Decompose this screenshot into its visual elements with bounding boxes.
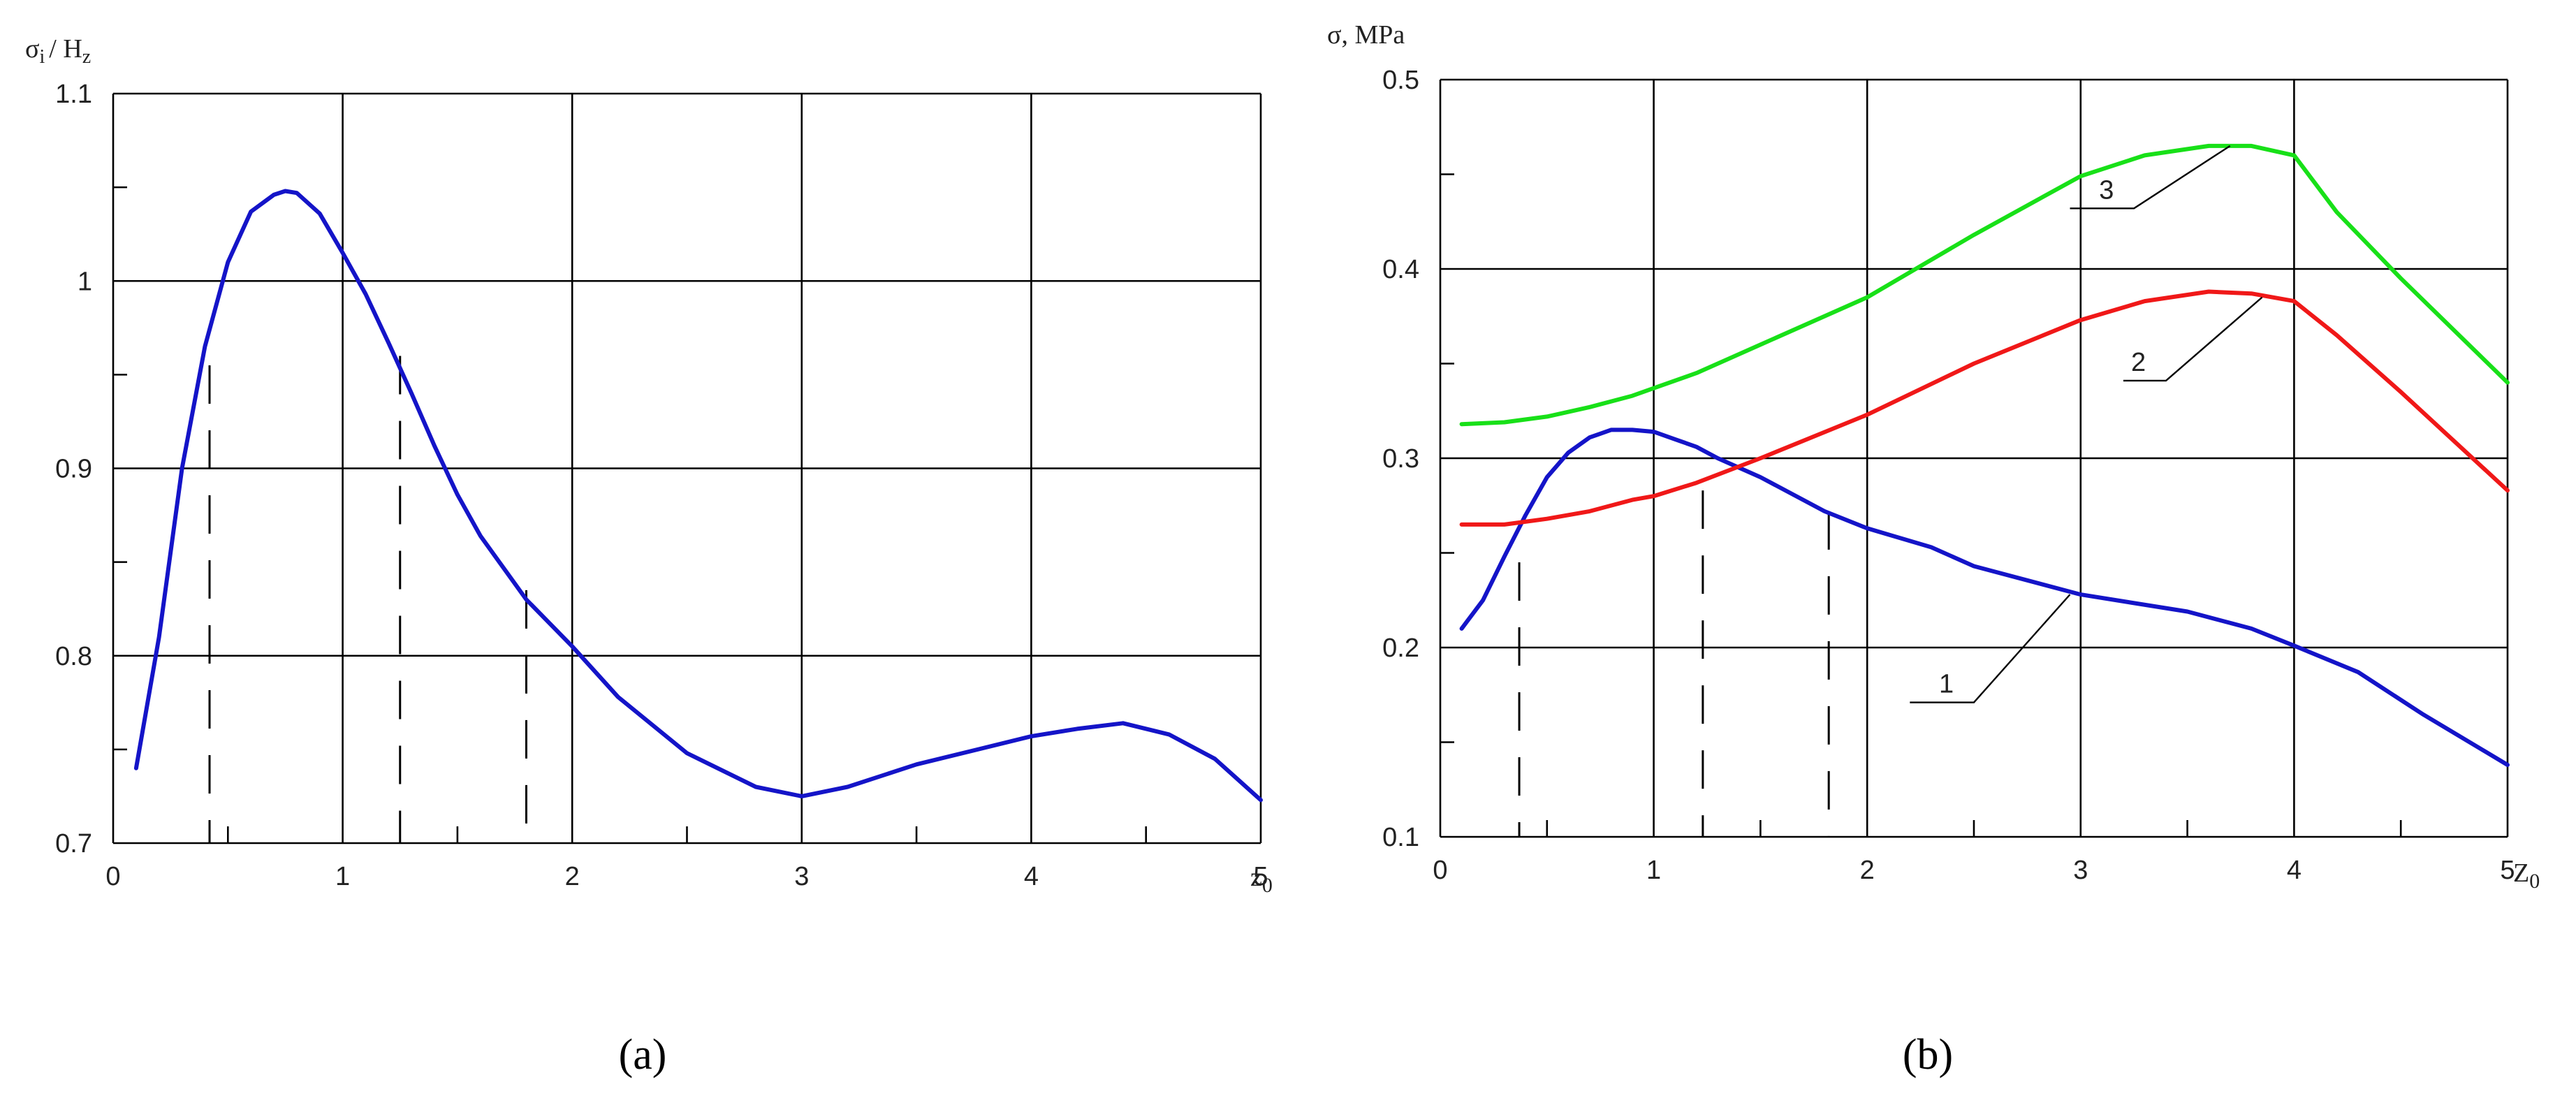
callout-leader	[1910, 594, 2071, 703]
x-tick-label: 5	[1253, 862, 1268, 891]
y-axis-title: σi / Hz	[25, 34, 91, 68]
x-axis-title: Z0	[2513, 858, 2540, 893]
callout-label: 3	[2099, 175, 2114, 205]
x-axis-title-sub: 0	[2529, 870, 2540, 893]
x-tick-label: 0	[105, 862, 120, 891]
y-tick-label: 0.9	[55, 455, 92, 484]
series-line-1	[1459, 428, 2510, 767]
x-tick-labels: 0 1 2 3 4 5	[105, 862, 1268, 891]
callouts: 3 2 1	[1910, 145, 2263, 703]
grid	[112, 92, 1262, 845]
x-tick-label: 2	[1860, 856, 1875, 885]
y-axis-title-main: σ	[25, 34, 39, 64]
y-axis-title-rest: / H	[49, 34, 82, 64]
y-axis-title-sub2: z	[82, 46, 91, 68]
x-tick-label: 4	[2287, 856, 2301, 885]
y-tick-label: 1.1	[55, 80, 92, 109]
x-tick-label: 1	[1646, 856, 1661, 885]
y-tick-label: 0.5	[1382, 66, 1419, 95]
grid	[1439, 78, 2509, 838]
callout-label: 2	[2131, 348, 2146, 377]
y-axis-title: σ, MPa	[1327, 20, 1405, 50]
y-tick-labels: 0.7 0.8 0.9 1 1.1	[55, 80, 92, 858]
x-tick-label: 3	[2073, 856, 2088, 885]
x-axis-title-main: z	[1250, 863, 1262, 892]
x-axis-title-main: Z	[2513, 858, 2529, 888]
y-tick-label: 1	[78, 267, 92, 296]
x-tick-label: 1	[335, 862, 350, 891]
callout-label: 1	[1939, 670, 1954, 699]
x-axis-title: z0	[1250, 863, 1273, 897]
x-tick-label: 2	[565, 862, 580, 891]
x-tick-label: 4	[1024, 862, 1039, 891]
y-tick-labels: 0.1 0.2 0.3 0.4 0.5	[1382, 66, 1419, 852]
callout-leader	[2123, 296, 2263, 382]
x-tick-labels: 0 1 2 3 4 5	[1433, 856, 2515, 885]
y-tick-label: 0.4	[1382, 255, 1419, 284]
series-line-2	[1459, 289, 2510, 527]
callout-leader	[2070, 145, 2231, 210]
y-tick-label: 0.1	[1382, 823, 1419, 852]
y-axis-title-sub: i	[39, 46, 45, 68]
y-tick-label: 0.3	[1382, 444, 1419, 474]
x-tick-label: 0	[1433, 856, 1447, 885]
x-axis-title-sub: 0	[1262, 874, 1273, 897]
x-tick-label: 3	[794, 862, 809, 891]
dashed-markers	[1518, 490, 1830, 837]
series-line-1	[133, 189, 1263, 803]
y-tick-label: 0.8	[55, 642, 92, 671]
y-tick-label: 0.2	[1382, 634, 1419, 663]
x-tick-label: 5	[2500, 856, 2515, 885]
y-tick-label: 0.7	[55, 829, 92, 858]
series-line-3	[1459, 143, 2510, 427]
y-axis-title-main: σ, MPa	[1327, 20, 1405, 50]
subfigure-label: (a)	[619, 1031, 667, 1079]
dashed-markers	[208, 356, 527, 843]
subfigure-label: (b)	[1903, 1031, 1953, 1079]
